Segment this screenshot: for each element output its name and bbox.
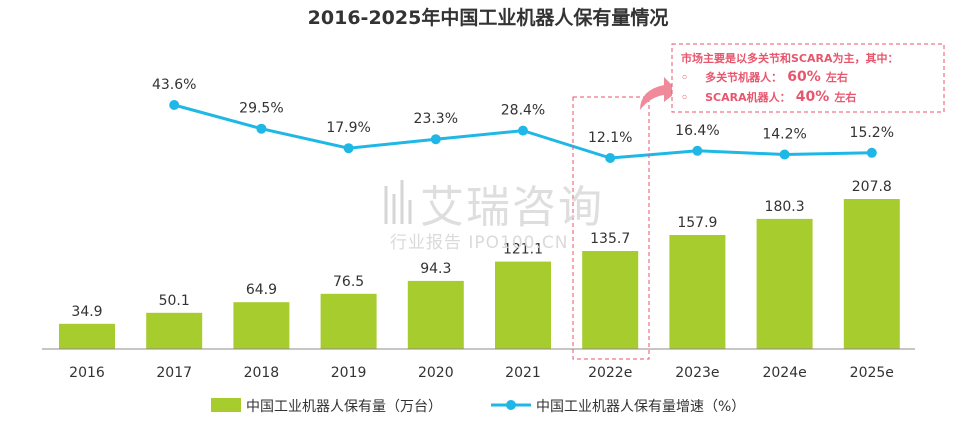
- x-tick-label-2020: 2020: [418, 365, 454, 381]
- line-value-label-2020: 23.3%: [414, 111, 458, 127]
- bar-2018: [233, 302, 290, 349]
- bar-value-label-2021: 121.1: [503, 242, 543, 258]
- line-point-2022e: [605, 153, 616, 163]
- annotation-item1-bullet: ◦: [681, 71, 688, 84]
- line-point-2023e: [692, 145, 703, 156]
- x-tick-label-2022e: 2022e: [588, 365, 632, 381]
- annotation-arrow-icon: [640, 77, 678, 110]
- watermark-line1: 艾瑞咨询: [420, 182, 604, 233]
- watermark: 艾瑞咨询 行业报告 IPO100.CN: [384, 180, 604, 253]
- line-point-2019: [343, 143, 354, 154]
- watermark-line2: 行业报告 IPO100.CN: [390, 233, 569, 253]
- annotation-item2-suffix: 左右: [833, 90, 856, 104]
- bar-value-label-2016: 34.9: [71, 304, 102, 320]
- x-axis-tick-labels: 2016 2017 2018 2019 2020 2021 2022e 2023e 2024e 2…: [69, 365, 894, 381]
- bar-value-label-2019: 76.5: [333, 274, 364, 290]
- x-tick-label-2025e: 2025e: [850, 365, 894, 381]
- annotation-item2-prefix: SCARA机器人：: [705, 90, 791, 104]
- line-point-2020: [430, 134, 441, 145]
- legend-bar-label: 中国工业机器人保有量（万台）: [246, 399, 442, 415]
- annotation-line1: 市场主要是以多关节和SCARA为主，其中：: [681, 51, 899, 65]
- annotation-item2-value: 40%: [796, 89, 830, 105]
- bar-value-label-2020: 94.3: [420, 261, 451, 277]
- highlight-box-2022e: [572, 96, 650, 360]
- watermark-logo-icon: [384, 180, 412, 224]
- line-value-label-2017: 43.6%: [152, 77, 196, 93]
- line-point-2017: [169, 100, 180, 110]
- x-tick-label-2024e: 2024e: [762, 365, 806, 381]
- annotation-item1: ◦ 多关节机器人： 60% 左右: [681, 66, 848, 85]
- legend-bar-swatch: [211, 398, 241, 412]
- x-tick-label-2023e: 2023e: [675, 365, 719, 381]
- line-value-label-2023e: 16.4%: [675, 123, 719, 139]
- bar-value-label-2023e: 157.9: [677, 215, 717, 231]
- line-value-label-2022e: 12.1%: [588, 130, 632, 146]
- line-value-label-2021: 28.4%: [501, 103, 545, 119]
- line-points: [169, 100, 877, 163]
- legend-line-label: 中国工业机器人保有量增速（%）: [536, 399, 745, 415]
- line-point-2021: [518, 125, 528, 136]
- bar-value-label-2025e: 207.8: [852, 179, 892, 195]
- line-point-2024e: [779, 149, 790, 160]
- annotation-item1-suffix: 左右: [825, 70, 848, 84]
- bar-2024e: [756, 218, 813, 349]
- bar-2021: [495, 261, 551, 349]
- annotation-item2: ◦ SCARA机器人： 40% 左右: [681, 86, 856, 105]
- bar-2016: [59, 323, 115, 349]
- x-tick-label-2016: 2016: [69, 365, 105, 381]
- bar-value-label-2017: 50.1: [159, 293, 190, 309]
- x-tick-label-2019: 2019: [331, 365, 367, 381]
- line-value-label-2018: 29.5%: [239, 101, 283, 117]
- bar-2019: [320, 293, 377, 349]
- line-value-labels: 43.6% 29.5% 17.9% 23.3% 28.4% 12.1% 16.4% 14.2%…: [152, 77, 894, 146]
- annotation-box: 市场主要是以多关节和SCARA为主，其中： ◦ 多关节机器人： 60% 左右 ◦…: [671, 43, 945, 113]
- x-tick-label-2018: 2018: [244, 365, 280, 381]
- bar-value-label-2018: 64.9: [246, 282, 277, 298]
- legend: 中国工业机器人保有量（万台） 中国工业机器人保有量增速（%）: [211, 398, 745, 415]
- line-value-label-2025e: 15.2%: [850, 125, 894, 141]
- bar-2023e: [669, 235, 726, 349]
- annotation-item1-value: 60%: [787, 69, 821, 85]
- bar-value-label-2024e: 180.3: [765, 199, 805, 215]
- x-tick-label-2021: 2021: [505, 365, 541, 381]
- bar-2020: [407, 280, 464, 349]
- line-point-2018: [256, 123, 267, 134]
- line-value-label-2024e: 14.2%: [762, 127, 806, 143]
- line-value-label-2019: 17.9%: [326, 120, 370, 136]
- legend-line-marker: [506, 400, 516, 410]
- bar-2022e: [582, 251, 639, 349]
- bar-2017: [146, 312, 203, 349]
- bar-series: [59, 199, 900, 349]
- bar-value-labels: 34.9 50.1 64.9 76.5 94.3 121.1 135.7 157.9 180.3…: [71, 179, 891, 320]
- bar-2025e: [843, 199, 900, 349]
- annotation-item1-prefix: 多关节机器人：: [705, 70, 782, 84]
- x-tick-label-2017: 2017: [156, 365, 192, 381]
- chart-title: 2016-2025年中国工业机器人保有量情况: [308, 6, 669, 29]
- annotation-border: [671, 43, 945, 113]
- annotation-item2-bullet: ◦: [681, 91, 688, 104]
- bar-value-label-2022e: 135.7: [590, 231, 630, 247]
- line-point-2025e: [866, 147, 877, 158]
